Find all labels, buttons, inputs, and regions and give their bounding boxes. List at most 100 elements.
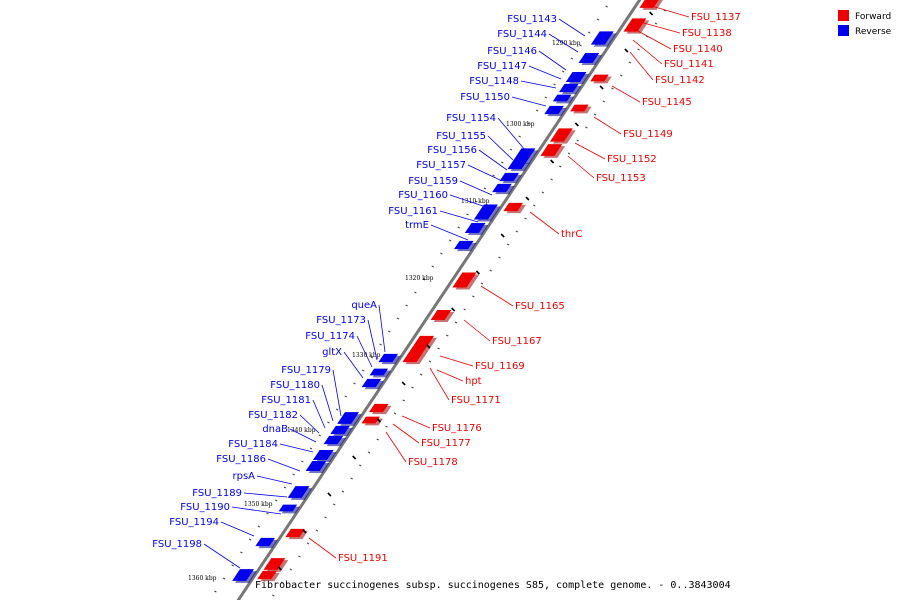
marker-bold bbox=[599, 85, 604, 90]
marker-left bbox=[457, 226, 461, 229]
reverse-gene-block bbox=[559, 83, 579, 93]
marker-bold bbox=[574, 122, 579, 127]
legend-reverse-label: Reverse bbox=[855, 27, 892, 37]
marker-left bbox=[361, 369, 365, 372]
marker-left bbox=[422, 278, 426, 281]
leader-line bbox=[467, 164, 501, 181]
gene-label: trmE bbox=[405, 220, 429, 231]
leader-line bbox=[629, 51, 654, 81]
leader-line bbox=[392, 423, 420, 444]
gene-label: FSU_1138 bbox=[682, 28, 732, 39]
gene-label: FSU_1161 bbox=[388, 206, 438, 217]
gene-label: FSU_1186 bbox=[216, 454, 266, 465]
marker-right bbox=[419, 373, 423, 376]
marker-right bbox=[541, 191, 545, 194]
marker-right bbox=[341, 490, 345, 493]
marker-left bbox=[257, 525, 261, 528]
marker-right bbox=[402, 399, 406, 402]
marker-right bbox=[385, 425, 388, 428]
leader-line bbox=[529, 211, 560, 235]
map-caption: Fibrobacter succinogenes subsp. succinog… bbox=[255, 580, 731, 591]
gene-label: thrC bbox=[561, 229, 582, 240]
marker-right bbox=[532, 204, 536, 207]
marker-bold bbox=[500, 233, 505, 238]
gene-label: hpt bbox=[465, 376, 482, 387]
marker-left bbox=[588, 31, 591, 34]
marker-right bbox=[463, 308, 466, 311]
gene-label: FSU_1174 bbox=[305, 331, 355, 342]
marker-right bbox=[567, 152, 571, 155]
gene-label: FSU_1149 bbox=[623, 129, 673, 140]
reverse-gene-block bbox=[507, 160, 528, 170]
gene-label: FSU_1159 bbox=[408, 176, 458, 187]
gene-label: FSU_1181 bbox=[261, 395, 311, 406]
leader-line bbox=[593, 116, 622, 135]
marker-left bbox=[231, 564, 234, 567]
marker-left bbox=[344, 395, 348, 398]
reverse-gene-block bbox=[578, 53, 600, 63]
forward-gene-block bbox=[430, 310, 452, 320]
legend: Forward Reverse bbox=[838, 10, 892, 37]
leader-line bbox=[267, 458, 301, 472]
scale-tick-label: 1310 kbp bbox=[461, 198, 490, 205]
forward-gene-block bbox=[540, 144, 563, 156]
gene-label: FSU_1176 bbox=[432, 423, 482, 434]
gene-label: FSU_1180 bbox=[270, 380, 320, 391]
reverse-gene-block bbox=[232, 569, 254, 581]
leader-line bbox=[548, 33, 579, 53]
leader-line bbox=[367, 319, 378, 361]
gene-label: FSU_1194 bbox=[169, 517, 219, 528]
marker-right bbox=[619, 74, 623, 77]
marker-right bbox=[367, 451, 371, 454]
leader-line bbox=[567, 155, 595, 179]
gene-features bbox=[232, 0, 664, 583]
leader-line bbox=[430, 224, 469, 241]
forward-gene-block bbox=[402, 353, 422, 363]
marker-bold bbox=[525, 196, 530, 201]
marker-right bbox=[654, 22, 658, 25]
marker-right bbox=[506, 243, 510, 246]
marker-right bbox=[550, 178, 553, 181]
legend-forward-label: Forward bbox=[855, 12, 891, 22]
leader-line bbox=[632, 39, 663, 65]
marker-right bbox=[472, 295, 475, 298]
scale-tick-label: 1360 kbp bbox=[188, 575, 217, 582]
reverse-gene-block bbox=[337, 412, 359, 424]
marker-right bbox=[333, 503, 336, 506]
reverse-gene-block bbox=[499, 172, 520, 182]
reverse-gene-block bbox=[565, 72, 587, 82]
marker-bold bbox=[475, 270, 480, 275]
gene-label: FSU_1152 bbox=[607, 154, 657, 165]
gene-label: FSU_1155 bbox=[436, 131, 486, 142]
forward-gene-block bbox=[285, 528, 305, 538]
marker-right bbox=[576, 139, 579, 142]
scale-tick-label: 1350 kbp bbox=[244, 501, 273, 508]
marker-bold bbox=[277, 566, 282, 571]
leader-line bbox=[459, 180, 493, 196]
marker-left bbox=[283, 486, 287, 489]
marker-right bbox=[611, 87, 614, 90]
reverse-gene-block bbox=[369, 368, 389, 376]
gene-label: FSU_1191 bbox=[338, 553, 388, 564]
forward-gene-block bbox=[639, 0, 659, 8]
gene-label: FSU_1167 bbox=[492, 336, 542, 347]
leader-line bbox=[312, 399, 326, 429]
reverse-gene-block bbox=[361, 378, 382, 388]
marker-right bbox=[315, 529, 319, 532]
gene-label: FSU_1147 bbox=[477, 61, 527, 72]
reverse-gene-block bbox=[590, 31, 614, 45]
marker-bold bbox=[302, 529, 307, 534]
leader-line bbox=[478, 149, 508, 171]
marker-left bbox=[561, 70, 565, 73]
marker-right bbox=[324, 516, 327, 519]
gene-label: FSU_1198 bbox=[152, 539, 202, 550]
marker-left bbox=[466, 213, 469, 216]
marker-left bbox=[570, 57, 574, 60]
gene-labels: FSU_1143 FSU_1144 FSU_1146 FSU_1147 FSU_1148… bbox=[152, 12, 740, 564]
reverse-gene-block bbox=[323, 435, 344, 445]
gene-label: FSU_1148 bbox=[469, 76, 519, 87]
marker-bold bbox=[376, 418, 381, 423]
gene-label: FSU_1144 bbox=[497, 29, 547, 40]
forward-gene-block bbox=[361, 416, 380, 424]
leader-line bbox=[203, 543, 241, 569]
